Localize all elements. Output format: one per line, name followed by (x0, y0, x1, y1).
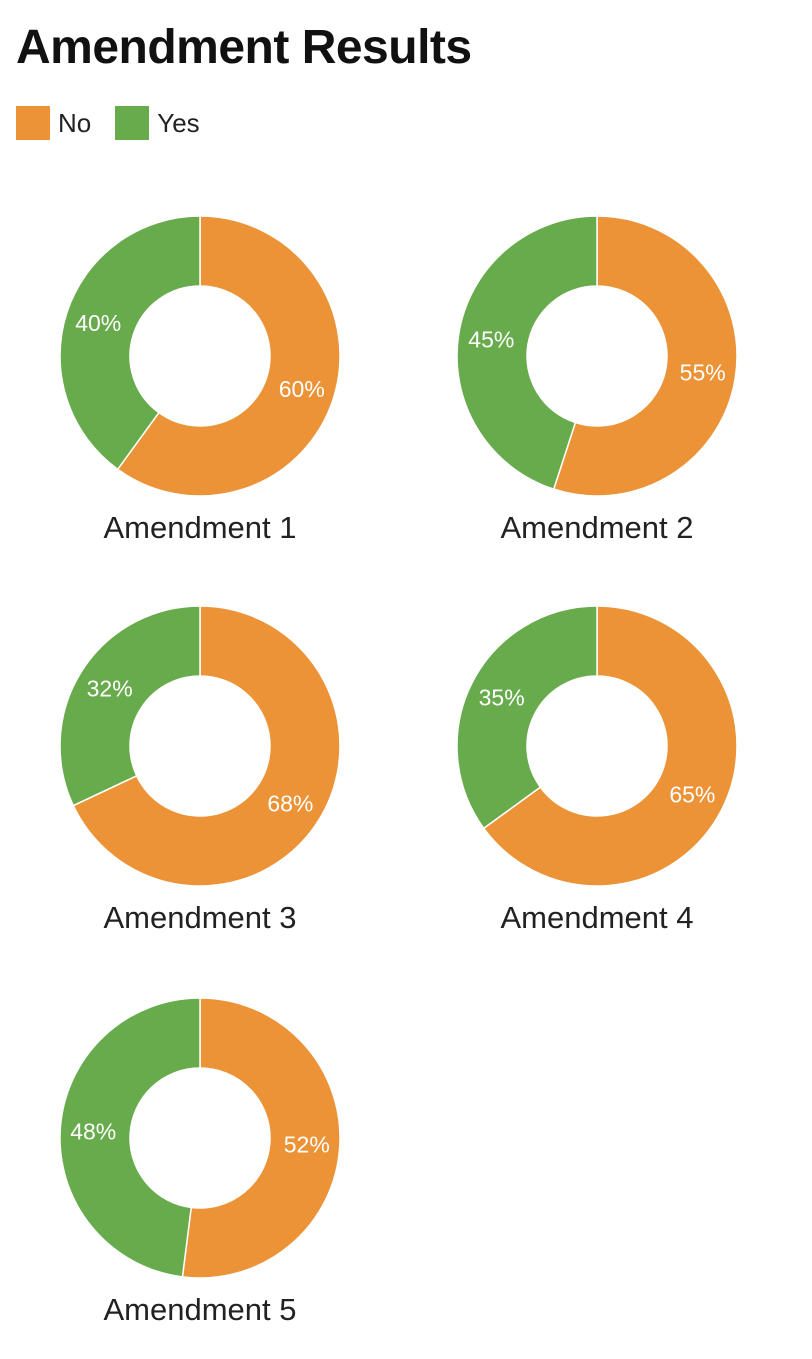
chart-caption: Amendment 2 (500, 510, 694, 545)
slice-label-yes: 35% (479, 684, 525, 710)
slice-label-no: 60% (279, 376, 325, 402)
legend-swatch-no (16, 106, 50, 140)
slice-yes[interactable] (456, 605, 598, 830)
legend-item-no[interactable]: No (16, 106, 91, 140)
donut-chart-amendment-3: 68% 32% Amendment 3 (2, 597, 398, 967)
donut-chart-svg: 68% 32% (59, 605, 341, 887)
slice-label-no: 52% (284, 1132, 330, 1158)
donut-chart-amendment-4: 65% 35% Amendment 4 (399, 597, 795, 967)
slice-no[interactable] (116, 215, 341, 497)
chart-caption: Amendment 1 (103, 510, 297, 545)
slice-no[interactable] (482, 605, 738, 887)
chart-caption: Amendment 5 (103, 1292, 297, 1327)
page-title: Amendment Results (16, 21, 472, 74)
slice-label-yes: 40% (75, 310, 121, 336)
chart-caption: Amendment 3 (103, 900, 297, 935)
donut-chart-svg: 52% 48% (59, 997, 341, 1279)
slice-yes[interactable] (59, 215, 201, 471)
slice-label-no: 68% (267, 790, 313, 816)
donut-chart-amendment-1: 60% 40% Amendment 1 (2, 207, 398, 577)
slice-yes[interactable] (59, 605, 201, 807)
donut-chart-amendment-2: 55% 45% Amendment 2 (399, 207, 795, 577)
donut-chart-amendment-5: 52% 48% Amendment 5 (2, 989, 398, 1359)
slice-label-yes: 32% (87, 676, 133, 702)
legend-label-yes: Yes (157, 107, 200, 138)
slice-no[interactable] (181, 997, 341, 1279)
legend: No Yes (16, 106, 200, 140)
slice-label-no: 65% (669, 782, 715, 808)
slice-yes[interactable] (59, 997, 201, 1278)
legend-label-no: No (58, 107, 92, 138)
legend-item-yes[interactable]: Yes (115, 106, 200, 140)
slice-no[interactable] (552, 215, 738, 497)
slice-label-yes: 48% (70, 1118, 116, 1144)
slice-label-yes: 45% (468, 326, 514, 352)
donut-chart-svg: 65% 35% (456, 605, 738, 887)
slice-label-no: 55% (680, 360, 726, 386)
slice-yes[interactable] (456, 215, 598, 491)
donut-chart-svg: 55% 45% (456, 215, 738, 497)
donut-chart-svg: 60% 40% (59, 215, 341, 497)
legend-swatch-yes (115, 106, 150, 140)
slice-no[interactable] (72, 605, 341, 887)
chart-caption: Amendment 4 (500, 900, 694, 935)
